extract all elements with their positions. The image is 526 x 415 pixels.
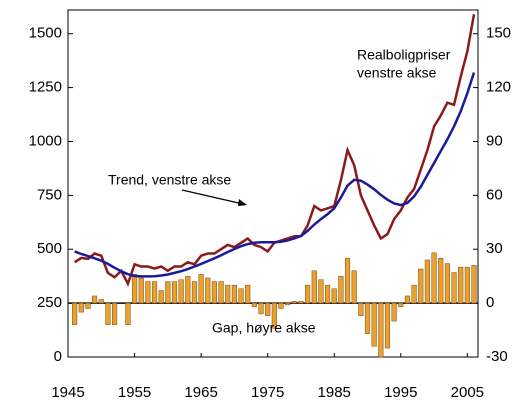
bar: [424, 259, 430, 304]
annotation: Realboligpriser: [357, 47, 451, 63]
bar: [331, 288, 337, 304]
y-tick-label: 750: [37, 186, 62, 203]
bar: [185, 275, 191, 304]
annotation: Trend, venstre akse: [108, 172, 231, 188]
bar: [131, 274, 138, 304]
y-tick-label: 1250: [29, 79, 62, 96]
x-tick-label: 2005: [451, 384, 484, 401]
x-tick-label: 1995: [384, 384, 417, 401]
bar: [191, 281, 198, 304]
bar: [398, 302, 404, 307]
bar: [138, 277, 144, 304]
annotation: venstre akse: [357, 65, 437, 81]
bar: [291, 301, 297, 304]
bar: [112, 302, 118, 325]
bar: [384, 302, 391, 349]
y2-tick-label: 0: [486, 294, 494, 311]
bar: [92, 295, 98, 304]
annotation-arrow: [181, 189, 244, 205]
bar: [305, 284, 311, 304]
bar: [451, 272, 457, 304]
line: [74, 72, 476, 278]
bar: [404, 295, 411, 304]
bar: [125, 302, 131, 325]
bar: [205, 277, 211, 304]
x-tick-label: 1985: [318, 384, 351, 401]
y2-tick-label: 150: [486, 25, 511, 42]
y-tick-label: 250: [37, 294, 62, 311]
bar: [271, 302, 277, 329]
bar: [464, 266, 470, 304]
bar: [145, 281, 151, 304]
bar: [171, 281, 178, 304]
bar: [338, 275, 344, 304]
x-tick-label: 1955: [118, 384, 151, 401]
x-tick-label: 1945: [51, 384, 84, 401]
bar: [418, 268, 424, 304]
bar: [444, 263, 450, 304]
bar: [158, 290, 164, 304]
bar: [178, 279, 184, 304]
bar: [218, 281, 224, 304]
bar: [98, 299, 104, 304]
bar: [151, 281, 158, 304]
bar: [458, 266, 464, 304]
x-tick-label: 1975: [251, 384, 284, 401]
bar: [371, 302, 377, 347]
bar: [344, 257, 351, 304]
bar: [165, 281, 171, 304]
bar: [251, 302, 257, 307]
bar: [318, 279, 324, 304]
bar: [285, 302, 291, 306]
y-tick-label: 1000: [29, 132, 62, 149]
bar: [471, 265, 477, 304]
bar: [378, 302, 384, 358]
bar: [298, 301, 304, 304]
annotation-arrowhead: [238, 199, 247, 206]
bar: [231, 284, 237, 304]
bar: [198, 274, 204, 304]
bar: [78, 302, 84, 313]
bar: [311, 270, 317, 304]
bar: [245, 284, 251, 304]
bar: [258, 302, 264, 315]
y2-tick-label: 30: [486, 240, 503, 257]
bar: [364, 302, 371, 334]
y2-tick-label: 120: [486, 79, 511, 96]
y-tick-label: 1500: [29, 25, 62, 42]
bar: [265, 302, 271, 316]
bar: [278, 302, 284, 309]
bar: [72, 302, 78, 325]
y2-tick-label: 60: [486, 186, 503, 203]
y-tick-label: 500: [37, 240, 62, 257]
bar: [438, 257, 444, 304]
bar: [358, 302, 364, 316]
annotation: Gap, høyre akse: [212, 320, 316, 336]
bar: [238, 288, 244, 304]
y-tick-label: 0: [54, 348, 62, 365]
bar: [351, 270, 357, 304]
plot-frame: [67, 9, 479, 358]
bar: [324, 284, 331, 304]
x-tick-label: 1965: [184, 384, 217, 401]
bar: [211, 281, 218, 304]
bar: [105, 302, 111, 325]
y2-tick-label: -30: [486, 348, 508, 365]
bar: [391, 302, 397, 322]
bar: [411, 284, 417, 304]
bar: [85, 302, 91, 309]
y2-tick-label: 90: [486, 132, 503, 149]
bar: [431, 252, 437, 304]
bar: [225, 284, 231, 304]
